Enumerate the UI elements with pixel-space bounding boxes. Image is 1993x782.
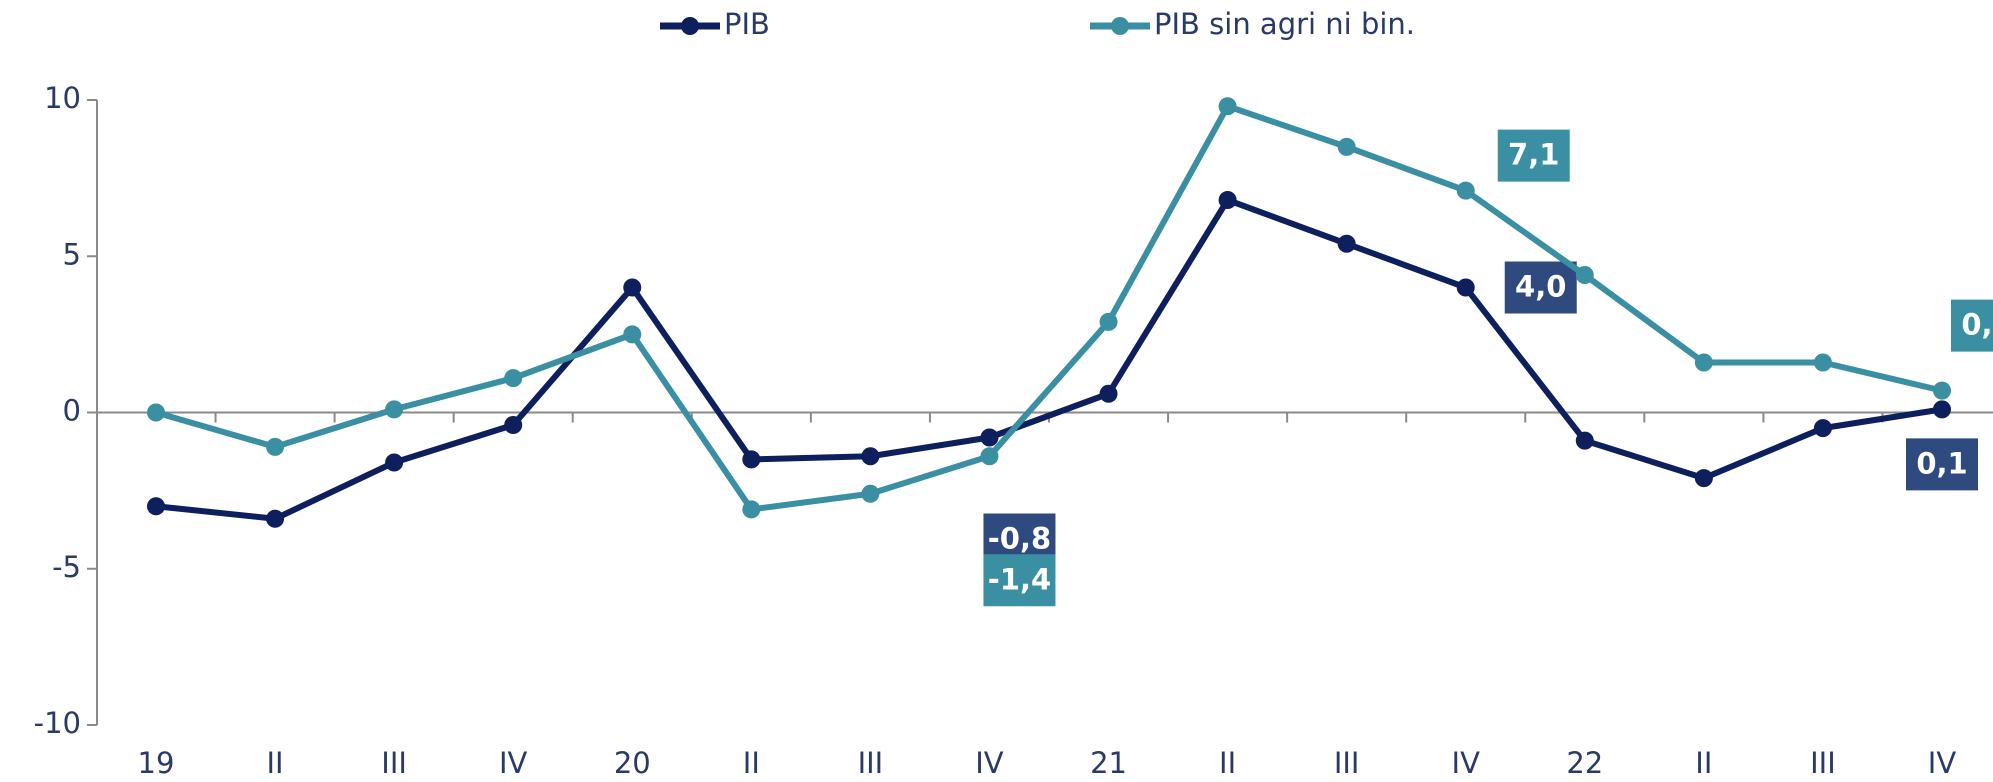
point — [1933, 381, 1951, 400]
point — [1337, 137, 1356, 156]
x-tick-label: IV — [975, 746, 1004, 780]
point — [1575, 266, 1594, 284]
point — [1694, 469, 1713, 488]
x-tick-label: III — [1810, 746, 1836, 780]
point — [1456, 181, 1475, 200]
x-tick-label: 19 — [138, 746, 175, 780]
point — [1218, 191, 1237, 209]
x-tick-label: II — [1695, 746, 1712, 780]
point — [861, 484, 880, 503]
x-tick-label: 22 — [1566, 746, 1603, 780]
point — [504, 369, 523, 388]
point — [504, 416, 523, 434]
value-label-box — [1951, 299, 1993, 352]
point — [1813, 419, 1832, 438]
x-tick-label: 20 — [614, 746, 651, 780]
legend-label: PIB sin agri ni bin. — [1154, 7, 1415, 41]
value-label-box — [1504, 261, 1577, 314]
y-tick-label: -5 — [52, 550, 81, 584]
value-label: 0,1 — [1916, 446, 1967, 480]
point — [385, 400, 404, 419]
x-tick-label: IV — [1452, 746, 1481, 780]
value-label-box — [1906, 438, 1978, 491]
value-label-box — [983, 554, 1056, 607]
x-tick-label: IV — [499, 746, 528, 780]
point — [742, 500, 761, 519]
value-label: 4,0 — [1515, 270, 1566, 304]
point — [1099, 312, 1118, 331]
point — [266, 437, 285, 456]
point — [1218, 97, 1237, 116]
point — [742, 450, 761, 469]
point — [623, 278, 642, 297]
value-label: -0,8 — [988, 522, 1051, 556]
x-tick-label: II — [743, 746, 760, 780]
point — [623, 325, 642, 344]
point — [1813, 353, 1832, 372]
y-tick-label: -10 — [34, 706, 81, 740]
x-tick-label: III — [1334, 746, 1360, 780]
point — [1575, 431, 1594, 450]
y-tick-label: 10 — [44, 81, 81, 115]
x-tick-label: 21 — [1090, 746, 1127, 780]
point — [1933, 400, 1951, 419]
x-tick-label: III — [858, 746, 884, 780]
point — [385, 453, 404, 472]
x-tick-label: III — [381, 746, 407, 780]
point — [147, 497, 165, 516]
point — [1456, 278, 1475, 297]
point — [1694, 353, 1713, 372]
value-label: 7,1 — [1508, 138, 1559, 172]
value-label: -1,4 — [988, 562, 1051, 596]
value-label-box — [1497, 129, 1570, 182]
y-tick-label: 0 — [63, 394, 81, 428]
point — [1099, 384, 1118, 403]
legend-marker — [1111, 17, 1129, 35]
point — [980, 428, 999, 447]
y-tick-label: 5 — [63, 237, 81, 271]
x-tick-label: II — [1219, 746, 1236, 780]
x-tick-label: II — [267, 746, 284, 780]
point — [861, 447, 880, 466]
legend-marker — [681, 17, 699, 35]
series-line — [155, 197, 1943, 522]
series-line — [155, 103, 1943, 513]
value-label: 0,7 — [1961, 308, 1993, 342]
point — [266, 509, 285, 528]
x-tick-label: IV — [1928, 746, 1957, 780]
legend-label: PIB — [724, 7, 770, 41]
point — [980, 447, 999, 466]
point — [1337, 234, 1356, 253]
point — [147, 403, 165, 422]
